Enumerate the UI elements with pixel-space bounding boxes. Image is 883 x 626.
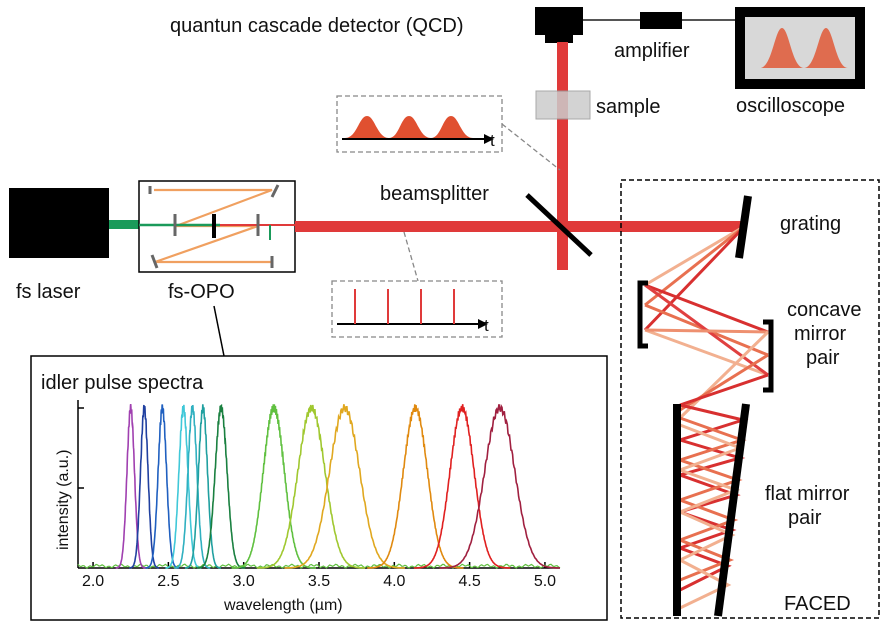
spectrum-series xyxy=(129,404,160,569)
spectrum-series xyxy=(439,403,560,569)
idler-beam-horizontal xyxy=(295,221,745,232)
spectrum-series xyxy=(413,404,511,569)
qcd-detector-base xyxy=(545,35,573,43)
fs-laser xyxy=(9,188,109,258)
flat-mirror-label-line2: pair xyxy=(788,507,822,529)
x-tick-label: 4.5 xyxy=(459,573,481,590)
flat-mirror-label-line1: flat mirror xyxy=(765,483,850,505)
idler-beam-vertical xyxy=(557,42,568,270)
x-tick-label: 5.0 xyxy=(534,573,556,590)
amplifier-box xyxy=(640,12,682,29)
time-axis-label-bottom: t xyxy=(484,316,489,335)
spectra-plot: 2.0 2.5 3.0 3.5 4.0 4.5 5.0 xyxy=(77,400,561,590)
beamsplitter-label: beamsplitter xyxy=(380,183,489,205)
fs-laser-label: fs laser xyxy=(16,281,81,303)
opo-to-spectra-line xyxy=(213,305,225,357)
concave-mirror-right xyxy=(763,319,774,393)
spectrum-series xyxy=(231,404,316,569)
spectrum-series xyxy=(197,404,246,569)
faced-box xyxy=(620,179,880,619)
x-tick-label: 2.0 xyxy=(82,573,104,590)
spectrum-series xyxy=(184,404,221,569)
x-tick-label: 3.0 xyxy=(233,573,255,590)
sample-label: sample xyxy=(596,96,660,118)
faced-beam-paths xyxy=(643,224,770,610)
oscilloscope xyxy=(735,7,865,89)
grating xyxy=(735,195,752,259)
beamsplitter xyxy=(525,193,593,257)
spectrum-series xyxy=(145,404,180,569)
spectrum-series xyxy=(257,404,365,569)
inset-bottom-leader xyxy=(403,231,419,282)
fs-opo-label: fs-OPO xyxy=(168,281,235,303)
spectrum-series xyxy=(367,404,464,569)
x-tick-label: 3.5 xyxy=(308,573,330,590)
time-axis-label-top: t xyxy=(490,131,495,150)
y-axis-label: intensity (a.u.) xyxy=(55,450,72,550)
concave-label-line1: concave xyxy=(787,299,862,321)
faced-label: FACED xyxy=(784,593,851,615)
inset-top-leader xyxy=(501,123,561,171)
amplifier-label: amplifier xyxy=(614,40,690,62)
chart-title: idler pulse spectra xyxy=(41,372,204,394)
spectrum-series xyxy=(165,404,202,569)
spectrum-series xyxy=(115,404,146,569)
pump-beam xyxy=(109,220,139,229)
concave-mirror-left xyxy=(637,280,648,349)
pulse-train-inset-top xyxy=(336,95,503,153)
concave-label-line3: pair xyxy=(806,347,840,369)
concave-label-line2: mirror xyxy=(794,323,847,345)
spectrum-series xyxy=(174,404,211,569)
flat-mirror-right xyxy=(714,403,750,617)
x-tick-label: 4.0 xyxy=(383,573,405,590)
sample xyxy=(535,90,591,120)
baseline-noise xyxy=(77,563,561,569)
oscilloscope-label: oscilloscope xyxy=(736,95,845,117)
x-tick-label: 2.5 xyxy=(157,573,179,590)
pulse-train-inset-bottom xyxy=(331,280,503,338)
x-axis-label: wavelength (µm) xyxy=(223,597,343,614)
spectrum-series xyxy=(284,404,405,569)
qcd-detector xyxy=(535,7,583,35)
fs-opo xyxy=(138,180,296,273)
qcd-label: quantun cascade detector (QCD) xyxy=(170,15,464,37)
grating-label: grating xyxy=(780,213,841,235)
